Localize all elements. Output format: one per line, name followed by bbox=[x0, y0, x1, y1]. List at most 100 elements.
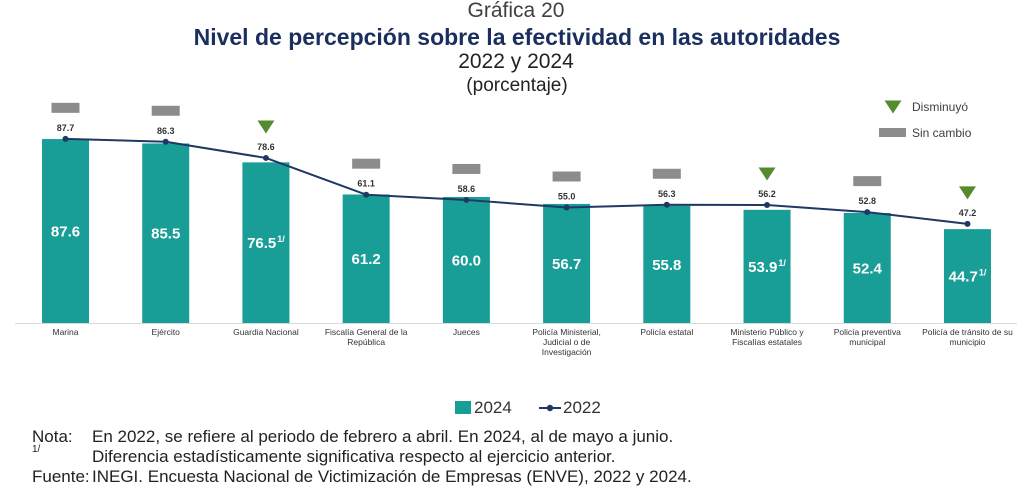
gray-dash-icon bbox=[552, 171, 581, 182]
bar-value-text: 76.5 bbox=[247, 235, 276, 252]
bar-value-text: 56.7 bbox=[552, 256, 581, 273]
bar-significance-mark: 1/ bbox=[979, 268, 987, 278]
line-value-label: 56.3 bbox=[658, 189, 676, 199]
bar bbox=[743, 209, 791, 323]
bar-value-text: 60.0 bbox=[452, 253, 481, 270]
category-label: Ejército bbox=[151, 327, 180, 337]
category-label: Policía estatal bbox=[640, 327, 694, 337]
line-value-label: 56.2 bbox=[758, 189, 776, 199]
line-value-label: 61.1 bbox=[357, 179, 375, 189]
bar bbox=[442, 197, 490, 323]
bar-value-text: 61.2 bbox=[352, 251, 381, 268]
chart-subtitle: 2022 y 2024 bbox=[458, 50, 574, 73]
category-label: Ministerio Público y Fiscalías estatales bbox=[730, 327, 804, 347]
bar-value-text: 52.4 bbox=[853, 260, 883, 277]
line-point bbox=[262, 154, 269, 161]
line-2022-path bbox=[65, 137, 968, 225]
line-value-label: 52.8 bbox=[858, 196, 876, 206]
legend-label-no-change: Sin cambio bbox=[912, 126, 972, 140]
footnote-mark: 1/ bbox=[32, 444, 41, 455]
down-triangle-icon bbox=[758, 167, 776, 181]
gray-dash-icon bbox=[652, 168, 681, 179]
line-value-label: 86.3 bbox=[157, 126, 175, 136]
line-value-label: 58.6 bbox=[458, 184, 476, 194]
line-point bbox=[864, 209, 871, 216]
gray-dash-icon bbox=[853, 176, 882, 187]
bar bbox=[643, 205, 691, 323]
bar-value-label: 60.0 bbox=[452, 253, 481, 270]
category-label: Guardia Nacional bbox=[233, 327, 299, 337]
gray-dash-icon bbox=[879, 128, 906, 137]
line-point bbox=[563, 204, 570, 211]
bar-value-label: 76.51/ bbox=[247, 234, 285, 252]
bar-value-label: 85.5 bbox=[151, 226, 180, 243]
bars-2024: 87.6 85.576.51/61.2 60.0 56.7 55.8 53.91/52.4… bbox=[42, 139, 991, 323]
bar bbox=[142, 143, 190, 323]
line-value-label: 78.6 bbox=[257, 142, 275, 152]
category-label: Jueces bbox=[452, 327, 480, 337]
bar bbox=[843, 212, 891, 323]
legend-label-2024: 2024 bbox=[474, 398, 512, 417]
line-value-label: 47.2 bbox=[959, 208, 977, 218]
category-label: Marina bbox=[52, 327, 79, 337]
legend-line-icon bbox=[539, 404, 561, 412]
note-label: Nota: bbox=[32, 427, 73, 446]
gray-dash-icon bbox=[51, 102, 80, 113]
footnote-text: Diferencia estadísticamente significativ… bbox=[92, 447, 616, 466]
line-point bbox=[162, 138, 169, 145]
legend-gray-dash-icon bbox=[879, 128, 906, 137]
line-point bbox=[62, 135, 69, 142]
bar bbox=[242, 162, 290, 323]
bar-value-label: 52.4 bbox=[853, 260, 883, 277]
gray-dash-icon bbox=[352, 158, 381, 169]
line-point bbox=[663, 201, 670, 208]
line-point bbox=[764, 201, 771, 208]
combo-chart: 87.6 85.576.51/61.2 60.0 56.7 55.8 53.91/52.4… bbox=[15, 102, 1017, 324]
bar bbox=[943, 229, 991, 323]
bar-value-label: 87.6 bbox=[51, 224, 80, 241]
change-markers bbox=[51, 102, 976, 200]
line-2022: 87.7 86.3 78.6 61.1 58.6 55.0 56.3 56.2 52.8 47.2 bbox=[57, 123, 977, 227]
bar bbox=[543, 203, 591, 323]
gray-dash-icon bbox=[151, 105, 180, 116]
gray-dash-icon bbox=[452, 163, 481, 174]
legend-down-triangle-icon bbox=[884, 100, 902, 114]
chart-unit: (porcentaje) bbox=[466, 75, 568, 96]
line-value-label: 55.0 bbox=[558, 192, 576, 202]
down-triangle-icon bbox=[884, 100, 902, 114]
bar-value-label: 55.8 bbox=[652, 257, 681, 274]
bar-value-text: 44.7 bbox=[949, 269, 978, 286]
source-text: INEGI. Encuesta Nacional de Victimizació… bbox=[92, 467, 692, 486]
bar-value-label: 44.71/ bbox=[949, 268, 987, 286]
note-text: En 2022, se refiere al periodo de febrer… bbox=[92, 427, 674, 446]
category-label: Fiscalía General de la República bbox=[324, 327, 408, 347]
bar-significance-mark: 1/ bbox=[277, 234, 285, 244]
down-triangle-icon bbox=[257, 120, 275, 134]
bar-value-label: 53.91/ bbox=[748, 258, 786, 276]
category-label: Policía preventiva municipal bbox=[833, 327, 901, 347]
bar-value-label: 61.2 bbox=[352, 251, 381, 268]
down-triangle-icon bbox=[958, 186, 976, 200]
bar-value-text: 85.5 bbox=[151, 226, 180, 243]
legend-label-decrease: Disminuyó bbox=[912, 100, 969, 114]
source-label: Fuente: bbox=[32, 467, 90, 486]
line-point bbox=[463, 196, 470, 203]
legend-bar-swatch bbox=[455, 401, 471, 414]
chart-title: Nivel de percepción sobre la efectividad… bbox=[193, 24, 841, 50]
bar bbox=[42, 139, 89, 323]
line-value-label: 87.7 bbox=[57, 123, 75, 133]
category-label: Policía de tránsito de su municipio bbox=[922, 327, 1013, 347]
bar-value-text: 87.6 bbox=[51, 224, 80, 241]
bar-value-text: 55.8 bbox=[652, 257, 681, 274]
legend-label-2022: 2022 bbox=[563, 398, 601, 417]
category-label: Policía Ministerial, Judicial o de Inves… bbox=[532, 327, 601, 357]
bar-value-label: 56.7 bbox=[552, 256, 581, 273]
bar-significance-mark: 1/ bbox=[778, 258, 786, 268]
bar-value-text: 53.9 bbox=[748, 259, 777, 276]
figure-label: Gráfica 20 bbox=[467, 0, 565, 22]
line-point bbox=[964, 220, 971, 227]
legend-line-dot bbox=[546, 404, 554, 412]
bar bbox=[342, 194, 390, 323]
line-point bbox=[363, 191, 370, 198]
